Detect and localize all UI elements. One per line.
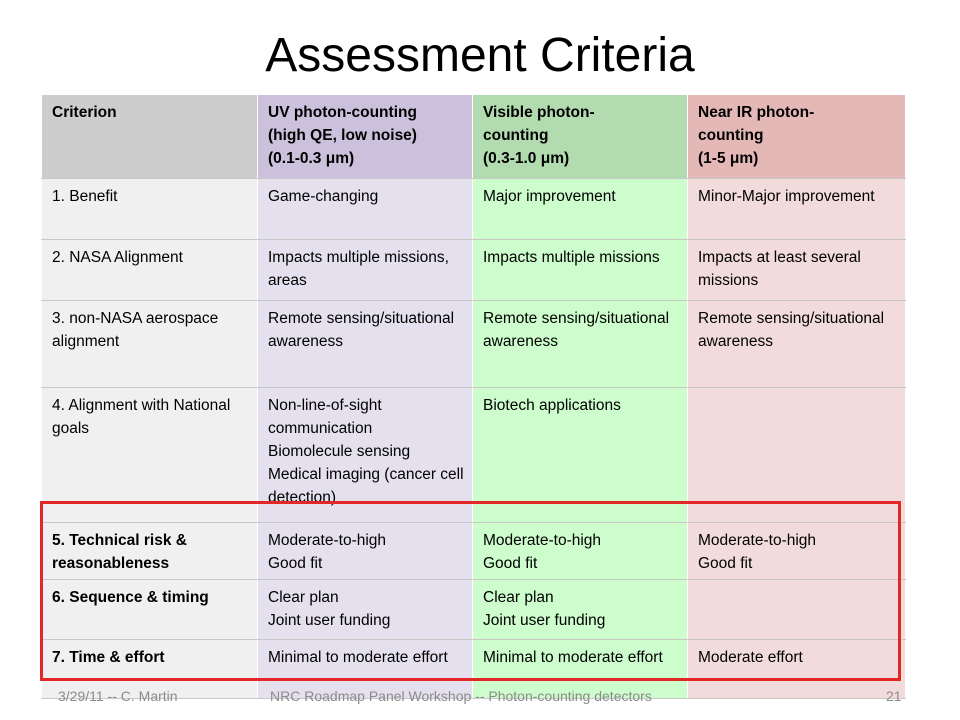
table-row: 1. Benefit Game-changing Major improveme… (41, 178, 906, 240)
criterion-cell: 3. non-NASA aerospace alignment (41, 300, 258, 388)
nir-cell: Remote sensing/situational awareness (687, 300, 906, 388)
uv-cell: Game-changing (257, 178, 473, 240)
visible-cell: Biotech applications (472, 387, 688, 523)
uv-cell: Remote sensing/situational awareness (257, 300, 473, 388)
table-row: 3. non-NASA aerospace alignment Remote s… (41, 300, 906, 388)
nir-cell: Impacts at least several missions (687, 239, 906, 301)
visible-cell: Clear plan Joint user funding (472, 579, 688, 640)
header-nir-photon-counting: Near IR photon- counting (1-5 μm) (687, 94, 906, 179)
table-row: 4. Alignment with National goals Non-lin… (41, 387, 906, 523)
criterion-cell: 7. Time & effort (41, 639, 258, 699)
visible-cell: Minimal to moderate effort (472, 639, 688, 699)
header-visible-photon-counting: Visible photon- counting (0.3-1.0 μm) (472, 94, 688, 179)
table-row: 2. NASA Alignment Impacts multiple missi… (41, 239, 906, 301)
slide-title: Assessment Criteria (265, 29, 695, 82)
uv-cell: Clear plan Joint user funding (257, 579, 473, 640)
table-row: 6. Sequence & timing Clear plan Joint us… (41, 579, 906, 640)
footer-date: 3/29/11 -- C. Martin (58, 688, 178, 704)
uv-cell: Impacts multiple missions, areas (257, 239, 473, 301)
table-row: 5. Technical risk & reasonableness Moder… (41, 522, 906, 580)
table-header-row: Criterion UV photon-counting (high QE, l… (41, 94, 906, 179)
criterion-cell: 1. Benefit (41, 178, 258, 240)
criterion-cell: 4. Alignment with National goals (41, 387, 258, 523)
table-row: 7. Time & effort Minimal to moderate eff… (41, 639, 906, 699)
header-criterion: Criterion (41, 94, 258, 179)
nir-cell: Minor-Major improvement (687, 178, 906, 240)
visible-cell: Impacts multiple missions (472, 239, 688, 301)
criterion-cell: 2. NASA Alignment (41, 239, 258, 301)
assessment-criteria-table: Criterion UV photon-counting (high QE, l… (41, 94, 906, 699)
nir-cell: Moderate effort (687, 639, 906, 699)
footer-event: NRC Roadmap Panel Workshop -- Photon-cou… (270, 688, 652, 704)
uv-cell: Non-line-of-sight communication Biomolec… (257, 387, 473, 523)
nir-cell: Moderate-to-high Good fit (687, 522, 906, 580)
visible-cell: Moderate-to-high Good fit (472, 522, 688, 580)
visible-cell: Major improvement (472, 178, 688, 240)
nir-cell (687, 579, 906, 640)
visible-cell: Remote sensing/situational awareness (472, 300, 688, 388)
uv-cell: Moderate-to-high Good fit (257, 522, 473, 580)
header-uv-photon-counting: UV photon-counting (high QE, low noise) … (257, 94, 473, 179)
criterion-cell: 6. Sequence & timing (41, 579, 258, 640)
nir-cell (687, 387, 906, 523)
page-number: 21 (886, 688, 902, 704)
criterion-cell: 5. Technical risk & reasonableness (41, 522, 258, 580)
